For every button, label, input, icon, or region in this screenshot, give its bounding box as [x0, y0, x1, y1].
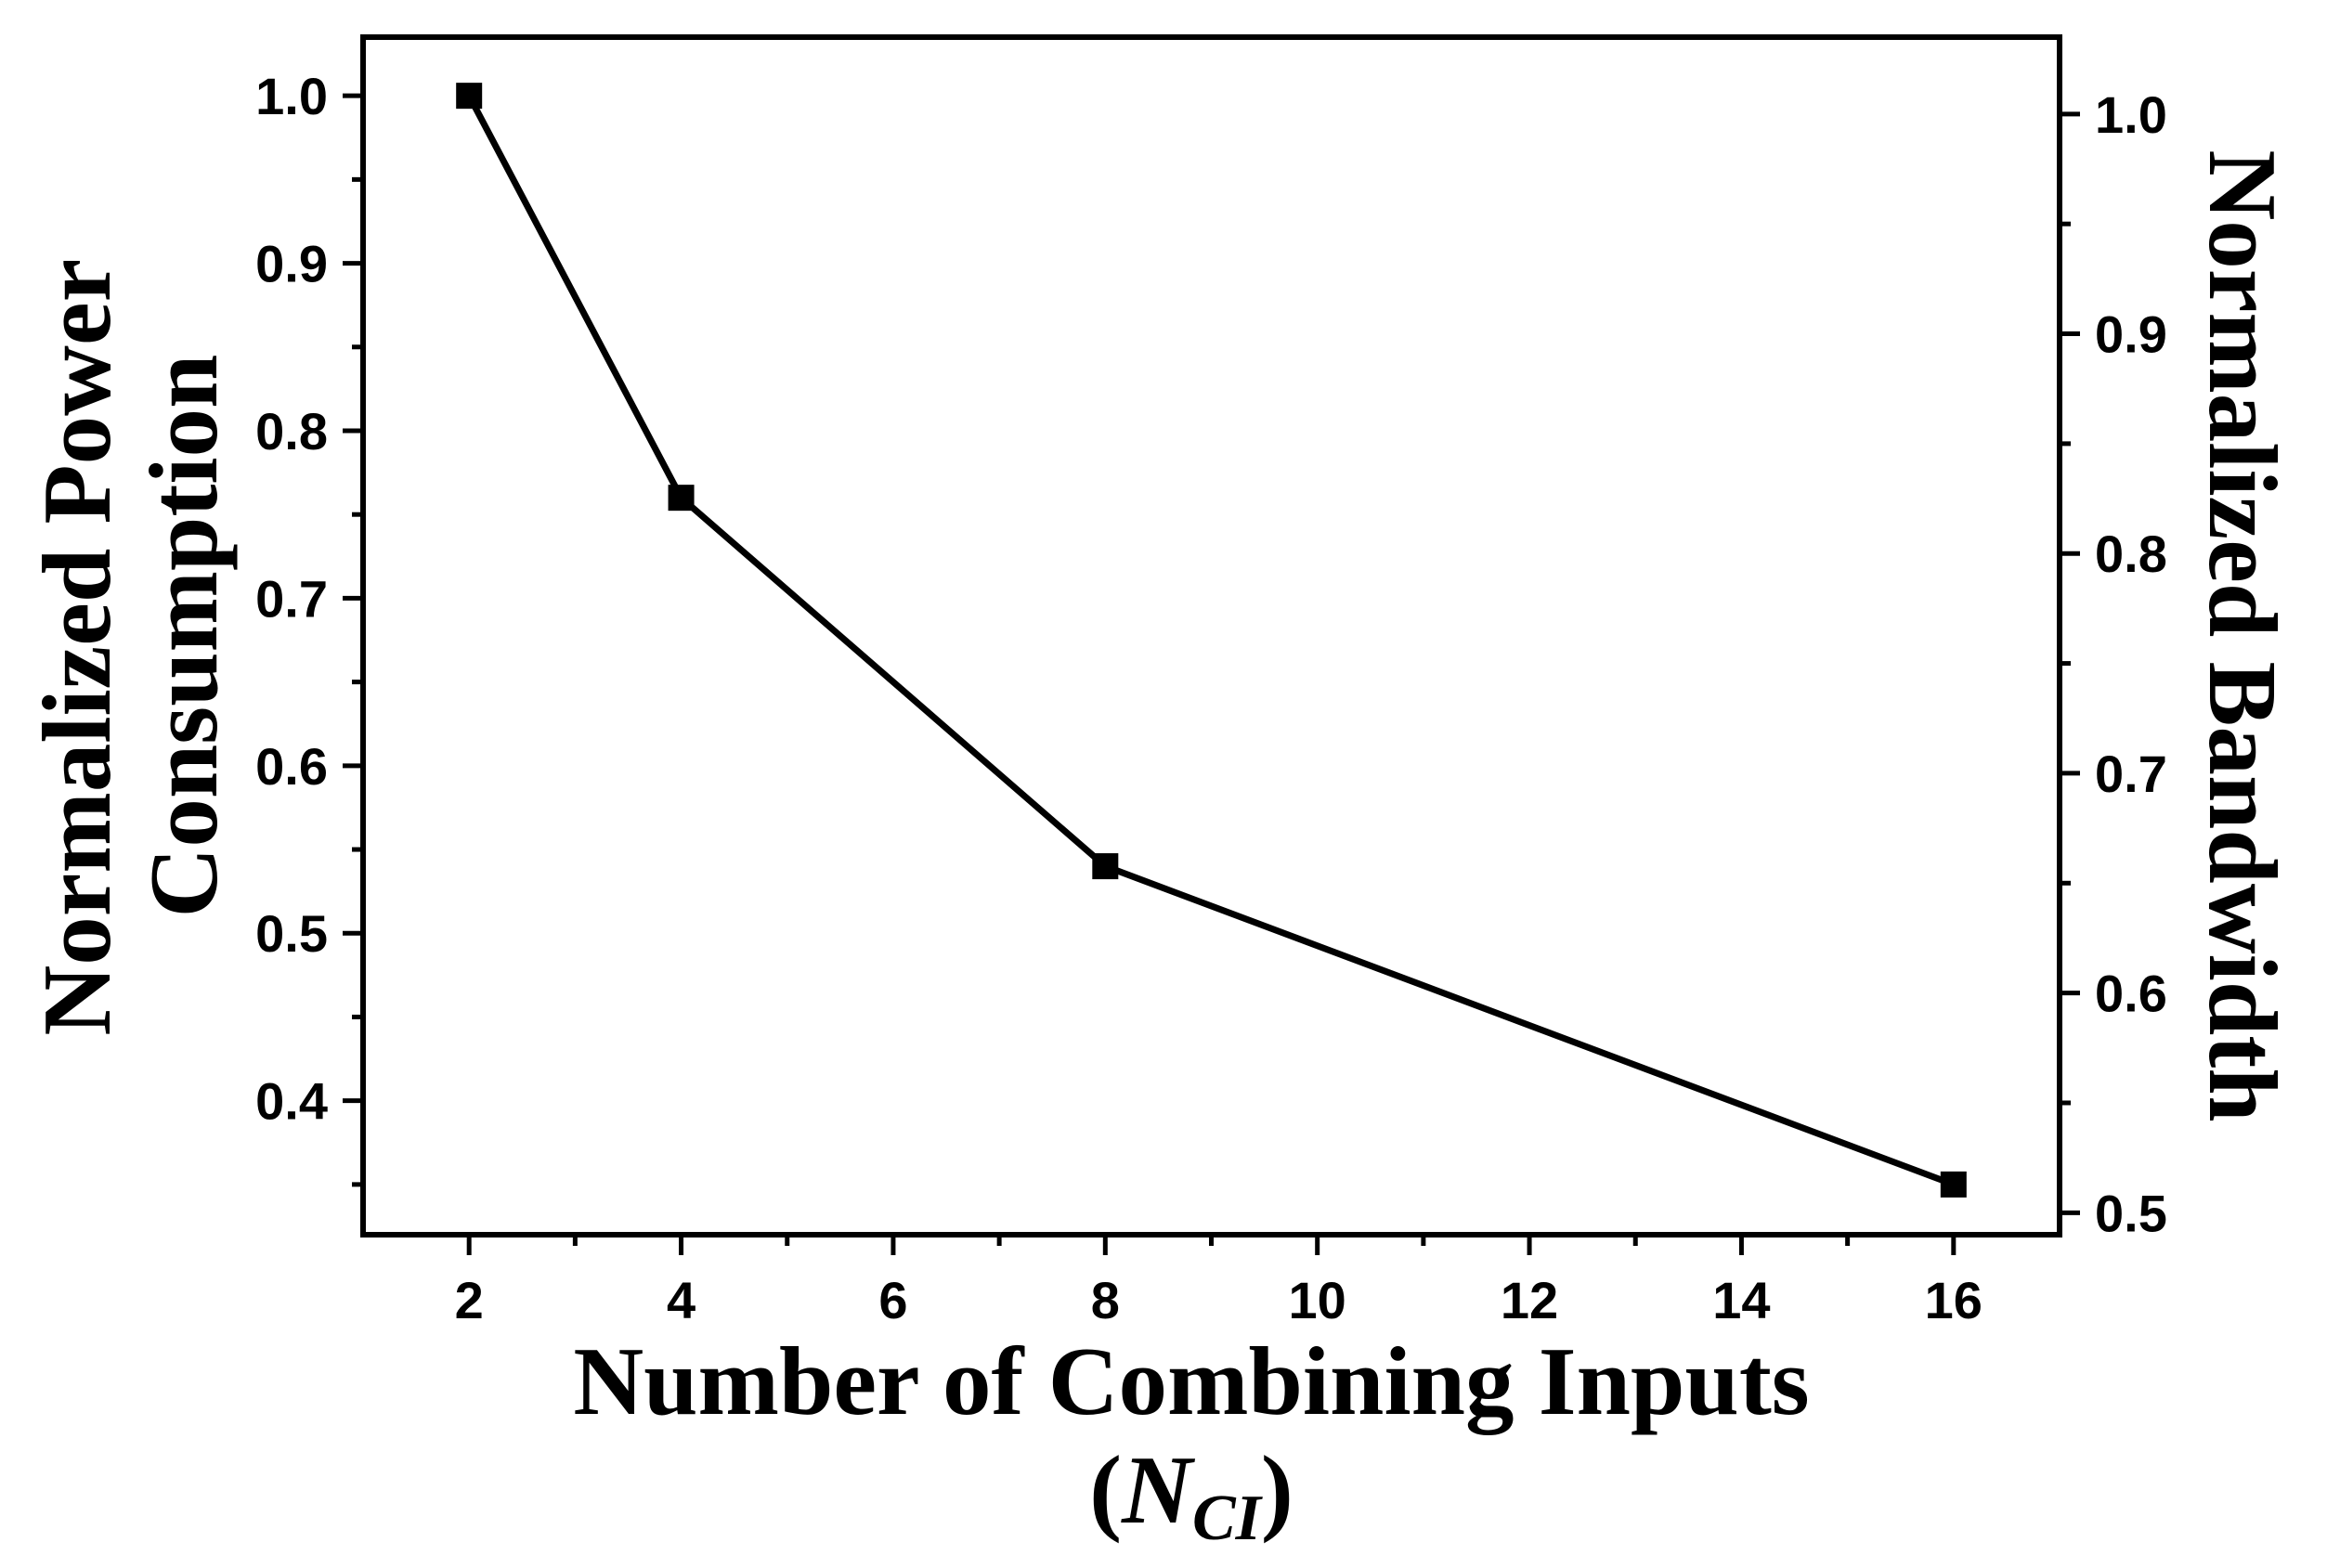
- data-point-marker: [456, 83, 483, 110]
- y-left-tick-label: 0.9: [255, 235, 328, 293]
- x-axis-subtitle: (NCI): [1089, 1435, 1294, 1554]
- x-tick-label: 8: [1091, 1271, 1120, 1329]
- plot-frame: [360, 34, 2062, 1238]
- y-left-tick-label: 0.4: [255, 1072, 328, 1131]
- y-left-tick-label: 0.6: [255, 737, 328, 796]
- x-tick-label: 12: [1501, 1271, 1558, 1329]
- y-right-tick-label: 0.6: [2095, 965, 2167, 1023]
- x-tick-label: 2: [455, 1271, 484, 1329]
- tick-labels: 2 4 6 8 10 12 14 16 0.4 0.5 0.6 0.7 0.8 0.9 1.0 0.5 0.6 0…: [255, 67, 2167, 1329]
- y-right-tick-label: 0.7: [2095, 745, 2167, 803]
- x-tick-label: 4: [667, 1271, 696, 1329]
- series-line: [466, 94, 1956, 1188]
- x-axis-title: Number of Combining Inputs: [573, 1327, 1809, 1435]
- x-tick-label: 16: [1925, 1271, 1982, 1329]
- y-right-tick-label: 0.8: [2095, 525, 2167, 583]
- y-left-axis-title: Normalized Power Consumption: [22, 236, 238, 1035]
- data-point-marker: [668, 485, 695, 512]
- y-left-tick-label: 0.8: [255, 402, 328, 460]
- data-point-marker: [1092, 853, 1119, 880]
- y-right-tick-label: 0.5: [2095, 1184, 2167, 1242]
- y-right-tick-label: 1.0: [2095, 85, 2167, 144]
- x-tick-label: 10: [1289, 1271, 1346, 1329]
- x-axis-subtitle-subscript: CI: [1192, 1483, 1264, 1554]
- y-left-axis-title-line1: Normalized Power: [22, 260, 131, 1035]
- ticks: [343, 93, 2080, 1255]
- y-left-tick-label: 1.0: [255, 67, 328, 125]
- x-tick-label: 6: [878, 1271, 907, 1329]
- y-left-tick-label: 0.5: [255, 904, 328, 963]
- y-left-axis-title-line2: Consumption: [129, 355, 238, 918]
- y-right-axis-title: Normalized Bandwidth: [2189, 149, 2297, 1121]
- x-axis-subtitle-open: (: [1089, 1435, 1122, 1544]
- y-right-tick-label: 0.9: [2095, 305, 2167, 364]
- data-point-marker: [1940, 1171, 1967, 1198]
- x-axis-subtitle-close: ): [1261, 1435, 1294, 1544]
- x-axis-subtitle-var: N: [1121, 1435, 1195, 1544]
- x-tick-label: 14: [1712, 1271, 1770, 1329]
- y-left-tick-label: 0.7: [255, 569, 328, 628]
- data-series: [456, 83, 1967, 1198]
